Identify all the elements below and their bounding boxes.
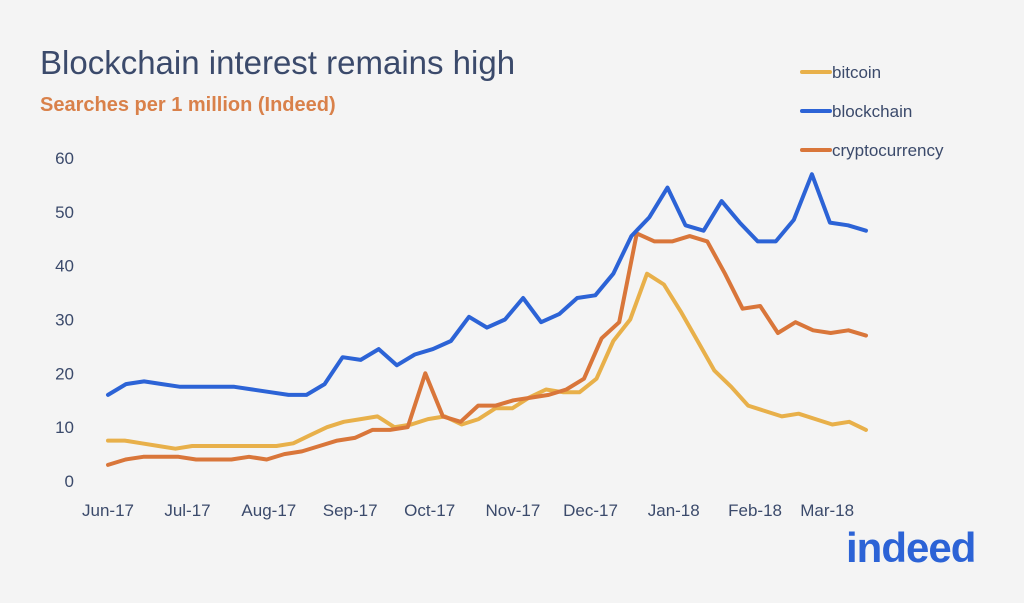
y-tick-label: 0 [65, 472, 74, 491]
y-tick-label: 50 [55, 203, 74, 222]
indeed-logo: indeed [846, 524, 976, 571]
x-tick-label: Aug-17 [241, 501, 296, 520]
x-tick-label: Mar-18 [800, 501, 854, 520]
y-tick-label: 60 [55, 149, 74, 168]
y-tick-label: 20 [55, 364, 74, 383]
series-lines [106, 172, 868, 467]
x-tick-label: Feb-18 [728, 501, 782, 520]
x-axis-labels: Jun-17 Jul-17 Aug-17 Sep-17 Oct-17 Nov-17 Dec-… [82, 501, 854, 520]
x-tick-label: Jan-18 [648, 501, 700, 520]
y-tick-label: 40 [55, 257, 74, 276]
x-tick-label: Oct-17 [404, 501, 455, 520]
cryptocurrency-series-line [106, 231, 868, 467]
blockchain-series-line [106, 172, 868, 397]
chart-subtitle: Searches per 1 million (Indeed) [40, 94, 336, 116]
y-tick-label: 30 [55, 311, 74, 330]
x-tick-label: Jun-17 [82, 501, 134, 520]
x-tick-label: Jul-17 [164, 501, 210, 520]
legend-label-cryptocurrency: cryptocurrency [832, 141, 944, 160]
y-axis-labels: 0 10 20 30 40 50 60 [55, 149, 74, 491]
legend-label-bitcoin: bitcoin [832, 63, 881, 82]
x-tick-label: Dec-17 [563, 501, 618, 520]
legend-label-blockchain: blockchain [832, 102, 912, 121]
x-tick-label: Sep-17 [323, 501, 378, 520]
y-tick-label: 10 [55, 418, 74, 437]
legend: bitcoin blockchain cryptocurrency [800, 63, 944, 160]
bitcoin-series-line [106, 271, 868, 451]
chart-title: Blockchain interest remains high [40, 44, 516, 81]
x-tick-label: Nov-17 [485, 501, 540, 520]
